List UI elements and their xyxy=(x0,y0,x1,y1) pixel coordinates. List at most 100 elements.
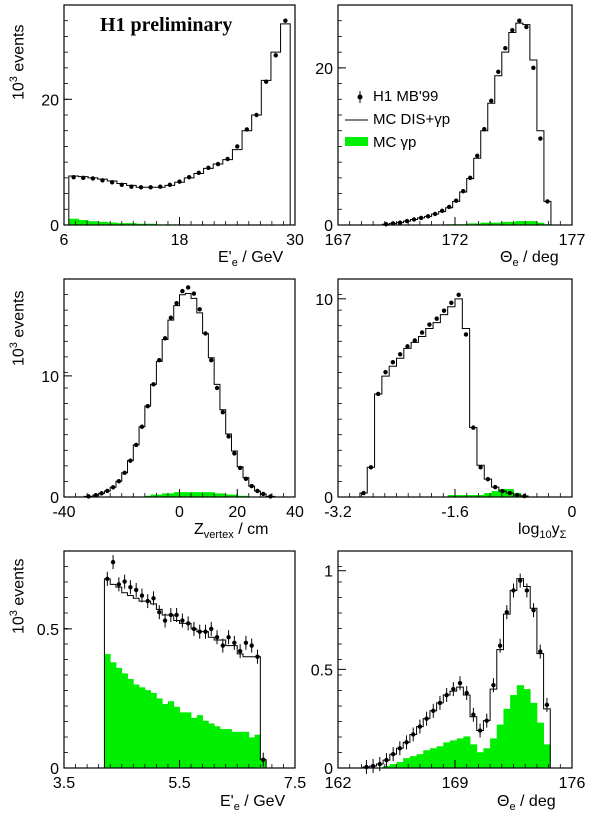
data-point xyxy=(110,485,116,490)
data-point xyxy=(232,451,237,456)
y-tick-label: 0.5 xyxy=(37,622,59,639)
data-point xyxy=(390,751,396,757)
data-point xyxy=(133,587,139,593)
data-point xyxy=(151,382,156,387)
panel-4-xlabel: log10yΣ xyxy=(518,521,567,542)
mc-gp-bar xyxy=(144,495,152,497)
mc-gp-bar xyxy=(473,223,482,225)
mc-gp-bar xyxy=(185,492,192,497)
mc-gp-bar xyxy=(516,685,524,768)
mc-total-histogram xyxy=(83,293,276,497)
mc-gp-bar xyxy=(185,712,192,768)
mc-gp-bar xyxy=(162,704,169,768)
mc-gp-bar xyxy=(536,222,545,225)
mc-gp-bar xyxy=(443,742,451,768)
data-point xyxy=(497,643,503,648)
data-point xyxy=(444,692,449,698)
mc-gp-bar xyxy=(447,495,456,497)
mc-gp-bar xyxy=(145,223,156,225)
data-point xyxy=(468,175,473,181)
data-point xyxy=(93,492,98,498)
data-point xyxy=(531,65,536,71)
data-point xyxy=(162,336,168,341)
data-point xyxy=(376,391,381,397)
y-tick-label: 10 xyxy=(41,369,59,386)
data-point xyxy=(237,648,243,654)
mc-gp-bar xyxy=(196,715,203,768)
data-point xyxy=(116,479,122,484)
data-point xyxy=(191,626,197,632)
legend xyxy=(345,91,368,146)
mc-gp-bar xyxy=(484,493,492,497)
x-tick-label: -1.6 xyxy=(441,504,469,521)
mc-gp-bar xyxy=(449,740,458,768)
mc-gp-bar xyxy=(173,492,180,497)
mc-gp-bar xyxy=(463,736,471,768)
data-point xyxy=(411,217,417,222)
data-point xyxy=(145,403,150,409)
mc-gp-bar xyxy=(156,494,163,497)
mc-gp-bar xyxy=(423,750,431,768)
data-point xyxy=(244,127,250,132)
mc-gp-bar xyxy=(470,744,478,768)
mc-gp-bar xyxy=(139,687,146,768)
data-point xyxy=(226,434,231,439)
x-tick-label: 20 xyxy=(228,504,246,521)
mc-total-histogram xyxy=(68,23,291,225)
data-point xyxy=(368,465,374,470)
data-point xyxy=(148,185,153,190)
mc-gp-bar xyxy=(254,734,261,768)
data-point xyxy=(237,465,243,471)
data-point xyxy=(411,732,416,737)
panel-2-xlabel: Θe / deg xyxy=(500,249,559,270)
x-tick-label: -3.2 xyxy=(324,504,352,521)
mc-gp-bar xyxy=(191,717,198,768)
data-point xyxy=(263,79,269,84)
panel-6-xlabel: Θe / deg xyxy=(497,793,556,814)
mc-gp-bar xyxy=(396,762,404,768)
mc-gp-bar xyxy=(208,492,215,497)
mc-gp-bar xyxy=(243,731,250,768)
data-point xyxy=(493,484,498,490)
data-point xyxy=(90,176,96,181)
x-tick-label: 30 xyxy=(286,232,304,249)
data-point xyxy=(145,598,150,604)
data-point xyxy=(249,643,254,648)
data-point xyxy=(162,618,168,623)
data-point xyxy=(168,612,174,618)
data-point xyxy=(128,458,133,463)
data-point xyxy=(196,170,201,176)
data-point xyxy=(186,175,192,180)
mc-gp-bar xyxy=(115,667,123,768)
data-point xyxy=(105,576,110,582)
data-point xyxy=(449,300,454,305)
panel-1-ylabel: 103 events xyxy=(8,24,28,100)
data-point xyxy=(174,612,179,618)
data-point xyxy=(475,153,480,159)
data-point xyxy=(151,596,156,601)
data-point xyxy=(424,716,429,721)
data-point xyxy=(209,357,214,363)
data-point xyxy=(417,724,423,729)
data-point xyxy=(361,490,366,496)
data-point xyxy=(484,718,489,723)
mc-gp-bar xyxy=(409,756,417,768)
mc-gp-bar xyxy=(466,223,475,225)
x-tick-label: 0 xyxy=(175,504,184,521)
data-point xyxy=(220,410,226,415)
mc-gp-bar xyxy=(225,494,232,497)
mc-gp-bar xyxy=(508,221,517,225)
mc-gp-bar xyxy=(219,493,227,497)
mc-gp-bar xyxy=(88,221,99,225)
data-point xyxy=(71,175,76,180)
data-point xyxy=(185,621,191,626)
mc-gp-bar xyxy=(110,662,117,768)
mc-gp-bar xyxy=(167,701,175,768)
mc-gp-bar xyxy=(126,223,137,225)
panel-1: 6 18 30 0 20 xyxy=(41,4,304,249)
y-tick-label: 0 xyxy=(50,490,59,507)
data-point xyxy=(197,629,202,634)
data-point xyxy=(439,208,445,214)
data-point xyxy=(255,654,260,659)
